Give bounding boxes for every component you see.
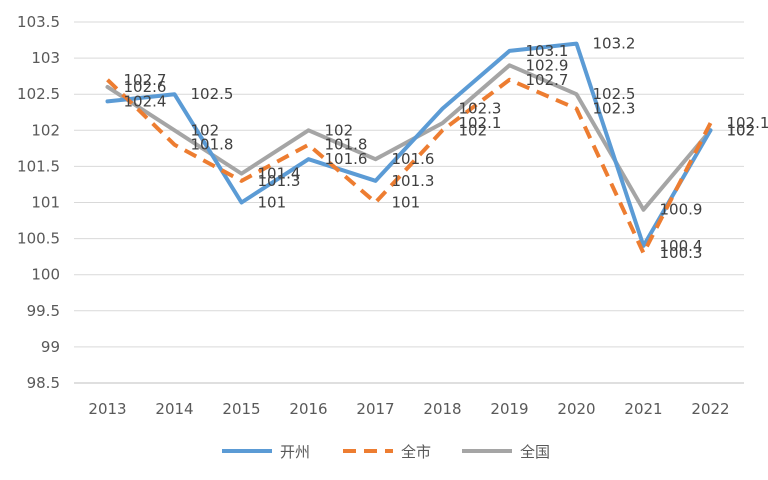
- data-label: 102: [325, 121, 354, 139]
- data-label: 102.1: [727, 114, 768, 132]
- y-tick-label: 103: [31, 49, 60, 67]
- data-label: 102.6: [124, 78, 167, 96]
- data-label: 102.5: [191, 85, 234, 103]
- y-tick-label: 103.5: [17, 13, 60, 31]
- y-tick-label: 100.5: [17, 230, 60, 248]
- data-label: 102.3: [593, 100, 636, 118]
- x-axis-tick-labels: 2013 2014 2015 2016 2017 2018 2019 2020 2021 2022: [88, 400, 729, 418]
- data-label: 101.3: [258, 172, 301, 190]
- series-line-1: [105, 41, 713, 248]
- data-label: 101.6: [325, 150, 368, 168]
- data-label: 103.1: [526, 42, 569, 60]
- gridlines: [74, 21, 744, 384]
- data-label: 100.3: [660, 244, 703, 262]
- y-tick-label: 102: [31, 121, 60, 139]
- data-label: 100.9: [660, 201, 703, 219]
- data-label: 103.2: [593, 35, 636, 53]
- legend-label: 开州: [280, 443, 310, 461]
- x-tick-label: 2015: [222, 400, 260, 418]
- y-tick-label: 101: [31, 194, 60, 212]
- data-label: 102: [727, 121, 756, 139]
- y-tick-label: 101.5: [17, 157, 60, 175]
- data-label: 102: [191, 121, 220, 139]
- y-tick-label: 99.5: [27, 302, 60, 320]
- data-label: 101.8: [191, 136, 234, 154]
- x-tick-label: 2019: [490, 400, 528, 418]
- data-label: 100.4: [660, 237, 703, 255]
- x-tick-label: 2018: [423, 400, 461, 418]
- data-label: 102: [459, 121, 488, 139]
- x-tick-label: 2021: [624, 400, 662, 418]
- x-tick-label: 2022: [691, 400, 729, 418]
- data-label: 102.7: [526, 71, 569, 89]
- data-label: 102.9: [526, 56, 569, 74]
- series-lines: [105, 41, 713, 256]
- data-label: 102: [727, 121, 756, 139]
- legend: 开州 全市 全国: [222, 443, 550, 461]
- x-tick-label: 2020: [557, 400, 595, 418]
- data-label: 102.7: [124, 71, 167, 89]
- series-line-2: [106, 77, 713, 256]
- data-label: 102.4: [124, 92, 167, 110]
- data-label: 102.5: [593, 85, 636, 103]
- data-label: 101.4: [258, 165, 301, 183]
- y-tick-label: 102.5: [17, 85, 60, 103]
- data-label: 101: [392, 194, 421, 212]
- y-tick-label: 99: [41, 338, 60, 356]
- x-tick-label: 2017: [356, 400, 394, 418]
- data-label: 101: [258, 194, 287, 212]
- legend-label: 全市: [401, 443, 431, 461]
- data-label: 101.8: [325, 136, 368, 154]
- y-tick-label: 100: [31, 266, 60, 284]
- data-label: 102.3: [459, 100, 502, 118]
- legend-label: 全国: [520, 443, 550, 461]
- data-label: 101.3: [392, 172, 435, 190]
- y-axis-tick-labels: 98.5 99 99.5 100 100.5 101 101.5 102 102.5 103 103…: [17, 13, 60, 392]
- x-tick-label: 2013: [88, 400, 126, 418]
- data-label: 101.6: [392, 150, 435, 168]
- x-tick-label: 2014: [155, 400, 193, 418]
- data-labels: 102.4 102.5 101 101.6 101.3 102.3 103.1 103.2 10…: [124, 35, 768, 262]
- y-tick-label: 98.5: [27, 374, 60, 392]
- x-tick-label: 2016: [289, 400, 327, 418]
- data-label: 102.1: [459, 114, 502, 132]
